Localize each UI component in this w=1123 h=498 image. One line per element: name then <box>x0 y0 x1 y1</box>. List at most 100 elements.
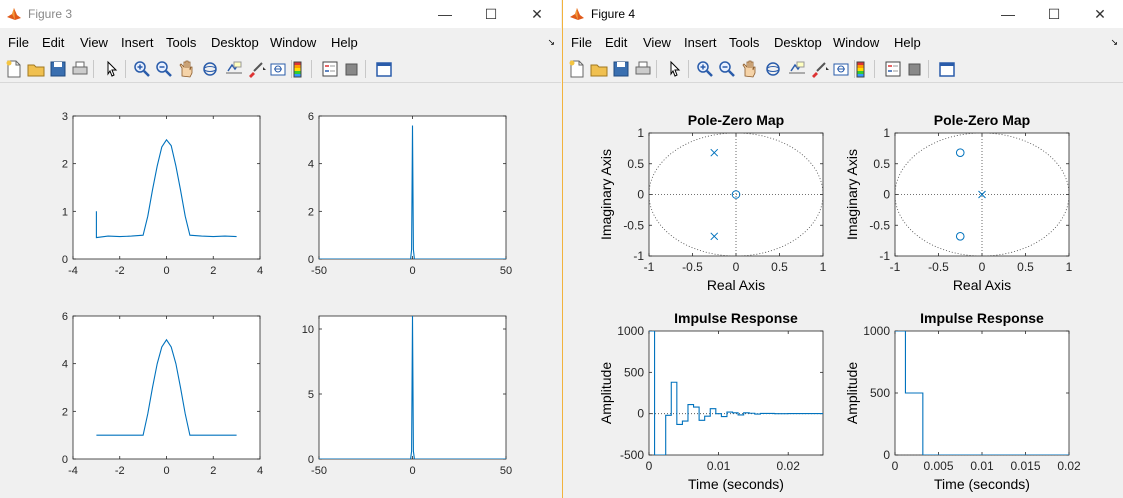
maximize-button[interactable]: ☐ <box>1031 0 1077 28</box>
menu-insert[interactable]: Insert <box>684 35 717 50</box>
hide-plot-tools-icon[interactable] <box>342 59 362 79</box>
y-tick-label: 500 <box>624 365 644 379</box>
title-bar[interactable]: Figure 4 — ☐ ✕ <box>563 0 1123 28</box>
data-cursor-icon[interactable] <box>224 59 244 79</box>
zoom-out-icon[interactable] <box>154 59 174 79</box>
show-plot-tools-icon[interactable] <box>937 59 957 79</box>
print-icon[interactable] <box>633 59 653 79</box>
close-button[interactable]: ✕ <box>1077 0 1123 28</box>
data-cursor-icon[interactable] <box>787 59 807 79</box>
y-tick-label: 0.5 <box>873 157 890 171</box>
rotate-3d-icon[interactable] <box>763 59 783 79</box>
x-axis-label: Time (seconds) <box>934 476 1030 492</box>
save-icon[interactable] <box>611 59 631 79</box>
zoom-out-icon[interactable] <box>717 59 737 79</box>
minimize-button[interactable]: — <box>422 0 468 28</box>
y-tick-label: 0 <box>637 407 644 421</box>
x-tick-label: 0.02 <box>777 459 801 473</box>
minimize-icon: — <box>438 6 452 22</box>
x-tick-label: 0 <box>892 459 899 473</box>
print-icon[interactable] <box>70 59 90 79</box>
pole-marker <box>710 232 719 241</box>
brush-icon[interactable] <box>809 59 829 79</box>
figure-toolbar <box>563 56 1123 83</box>
menu-bar: File Edit View Insert Tools Desktop Wind… <box>563 30 1123 54</box>
title-bar[interactable]: Figure 3 — ☐ ✕ <box>0 0 561 28</box>
legend-icon[interactable] <box>320 59 340 79</box>
matlab-logo-icon <box>570 8 584 20</box>
pointer-icon[interactable] <box>665 59 685 79</box>
maximize-icon: ☐ <box>1047 5 1061 22</box>
zero-marker <box>955 148 965 157</box>
new-figure-icon[interactable] <box>567 59 587 79</box>
minimize-button[interactable]: — <box>985 0 1031 28</box>
menu-tools[interactable]: Tools <box>729 35 760 50</box>
toolbar-separator <box>291 60 292 78</box>
dock-arrow-icon[interactable]: ↘ <box>1110 37 1118 47</box>
menu-help[interactable]: Help <box>331 35 358 50</box>
axes-impulse-2[interactable]: 0 0.005 0.01 0.015 0.02 0 500 1000 Impulse Respo… <box>844 310 1081 492</box>
y-tick-label: 6 <box>308 111 314 123</box>
open-icon[interactable] <box>589 59 609 79</box>
x-tick-label: -50 <box>311 265 327 277</box>
y-tick-label: 10 <box>302 324 314 336</box>
menu-view[interactable]: View <box>643 35 671 50</box>
save-icon[interactable] <box>48 59 68 79</box>
x-tick-label: -4 <box>68 265 78 277</box>
pan-icon[interactable] <box>176 59 196 79</box>
figure-toolbar <box>0 56 561 83</box>
x-tick-label: 4 <box>257 265 263 277</box>
x-tick-label: 0.5 <box>1017 260 1034 274</box>
figure-4-plots: -1 -0.5 0 0.5 1 -1 -0.5 0 0.5 1 Pole-Zero Map Real … <box>598 112 1081 492</box>
new-figure-icon[interactable] <box>4 59 24 79</box>
y-tick-label: 2 <box>308 206 314 218</box>
legend-icon[interactable] <box>883 59 903 79</box>
x-tick-label: 0 <box>163 265 169 277</box>
menu-window[interactable]: Window <box>833 35 880 50</box>
brush-icon[interactable] <box>246 59 266 79</box>
axes-top-left[interactable]: -4 -2 0 2 4 0 1 2 3 <box>62 111 263 277</box>
toolbar-separator <box>311 60 312 78</box>
close-button[interactable]: ✕ <box>514 0 560 28</box>
menu-file[interactable]: File <box>8 35 29 50</box>
pole-marker <box>978 190 986 199</box>
menu-desktop[interactable]: Desktop <box>774 35 822 50</box>
menu-tools[interactable]: Tools <box>166 35 197 50</box>
y-tick-label: 0 <box>883 188 890 202</box>
axes-pole-zero-1[interactable]: -1 -0.5 0 0.5 1 -1 -0.5 0 0.5 1 Pole-Zero Map Real … <box>598 112 827 293</box>
colorbar-icon[interactable] <box>288 59 308 79</box>
menu-help[interactable]: Help <box>894 35 921 50</box>
show-plot-tools-icon[interactable] <box>374 59 394 79</box>
link-plot-icon[interactable] <box>268 59 288 79</box>
y-tick-label: 1 <box>62 206 68 218</box>
y-tick-label: 500 <box>870 386 890 400</box>
axes-bottom-left[interactable]: -4 -2 0 2 4 0 2 4 6 <box>62 311 263 477</box>
zoom-in-icon[interactable] <box>132 59 152 79</box>
menu-desktop[interactable]: Desktop <box>211 35 259 50</box>
menu-edit[interactable]: Edit <box>42 35 65 50</box>
y-tick-label: 0 <box>308 454 314 466</box>
link-plot-icon[interactable] <box>831 59 851 79</box>
close-icon: ✕ <box>1094 5 1106 22</box>
pointer-icon[interactable] <box>102 59 122 79</box>
y-tick-label: 5 <box>308 389 314 401</box>
menu-insert[interactable]: Insert <box>121 35 154 50</box>
maximize-button[interactable]: ☐ <box>468 0 514 28</box>
menu-window[interactable]: Window <box>270 35 317 50</box>
colorbar-icon[interactable] <box>851 59 871 79</box>
menu-edit[interactable]: Edit <box>605 35 628 50</box>
zoom-in-icon[interactable] <box>695 59 715 79</box>
chart-title: Pole-Zero Map <box>688 112 784 128</box>
open-icon[interactable] <box>26 59 46 79</box>
rotate-3d-icon[interactable] <box>200 59 220 79</box>
pan-icon[interactable] <box>739 59 759 79</box>
menu-view[interactable]: View <box>80 35 108 50</box>
menu-file[interactable]: File <box>571 35 592 50</box>
axes-pole-zero-2[interactable]: -1 -0.5 0 0.5 1 -1 -0.5 0 0.5 1 Pole-Zero Map Real … <box>844 112 1073 293</box>
hide-plot-tools-icon[interactable] <box>905 59 925 79</box>
dock-arrow-icon[interactable]: ↘ <box>547 37 555 47</box>
